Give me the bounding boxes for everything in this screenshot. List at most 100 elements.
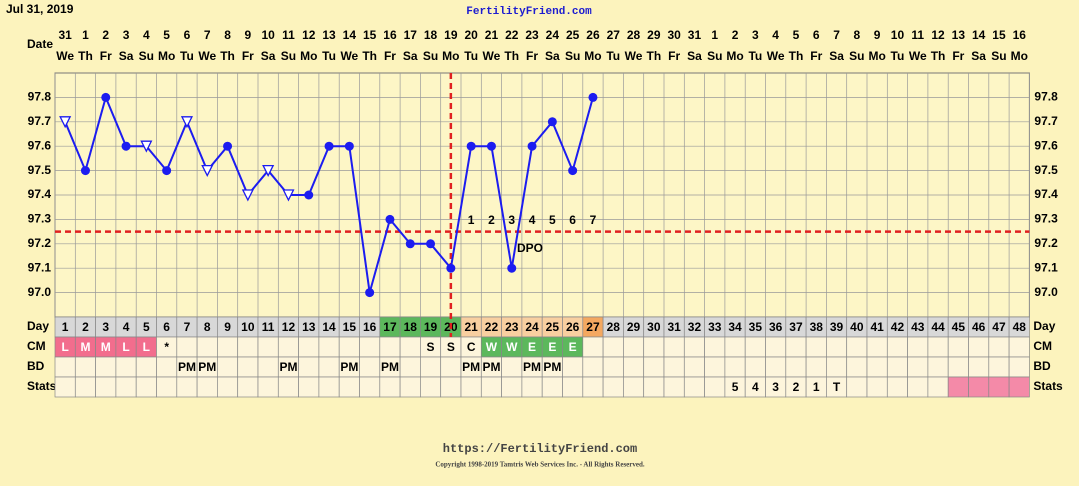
cell bbox=[277, 336, 299, 358]
cell-text: 27 bbox=[586, 320, 600, 334]
cell-text: 1 bbox=[813, 380, 820, 394]
weekday-label: Th bbox=[220, 49, 235, 63]
weekday-label: Su bbox=[281, 49, 296, 63]
date-label: 12 bbox=[931, 28, 945, 42]
cell bbox=[338, 376, 360, 398]
weekday-label: Tu bbox=[464, 49, 478, 63]
cell bbox=[217, 336, 239, 358]
cell-text: M bbox=[80, 340, 90, 354]
cell-text: 5 bbox=[143, 320, 150, 334]
dpo-number: 7 bbox=[590, 213, 597, 227]
cell-text: 45 bbox=[952, 320, 966, 334]
cell bbox=[785, 356, 807, 378]
cell bbox=[399, 336, 421, 358]
cell-text: 2 bbox=[82, 320, 89, 334]
cell-text: * bbox=[164, 340, 169, 354]
cell-text: 37 bbox=[789, 320, 803, 334]
cell bbox=[318, 336, 340, 358]
cell bbox=[724, 356, 746, 378]
cell-text: S bbox=[427, 340, 435, 354]
cell-text: 4 bbox=[752, 380, 759, 394]
cell bbox=[196, 376, 218, 398]
cell bbox=[846, 336, 868, 358]
cell bbox=[846, 376, 868, 398]
point bbox=[405, 239, 415, 249]
date-label: 1 bbox=[711, 28, 718, 42]
weekday-label: Mo bbox=[300, 49, 317, 63]
cell bbox=[927, 356, 949, 378]
weekday-label: Mo bbox=[1011, 49, 1028, 63]
date-label: 15 bbox=[992, 28, 1006, 42]
cell bbox=[156, 376, 178, 398]
weekday-label: Tu bbox=[748, 49, 762, 63]
cell bbox=[947, 376, 969, 398]
weekday-label: Sa bbox=[403, 49, 418, 63]
cell-text: T bbox=[833, 380, 841, 394]
cell-text: E bbox=[548, 340, 556, 354]
cell bbox=[541, 376, 563, 398]
cell-text: 26 bbox=[566, 320, 580, 334]
cell-text: 15 bbox=[343, 320, 357, 334]
cell-text: PM bbox=[523, 360, 541, 374]
weekday-label: Sa bbox=[687, 49, 702, 63]
cell-text: PM bbox=[279, 360, 297, 374]
cell bbox=[257, 376, 279, 398]
cell bbox=[643, 336, 665, 358]
y-tick-label-right: 97.3 bbox=[1034, 212, 1058, 226]
cell bbox=[135, 376, 157, 398]
y-tick-label-right: 97.4 bbox=[1034, 187, 1058, 201]
weekday-label: Fr bbox=[952, 49, 964, 63]
point bbox=[568, 166, 578, 176]
cell bbox=[562, 356, 584, 378]
y-tick-label: 97.5 bbox=[28, 163, 52, 177]
y-tick-label: 97.0 bbox=[28, 285, 52, 299]
row-label: BD bbox=[27, 359, 45, 373]
cell-text: E bbox=[528, 340, 536, 354]
cell bbox=[866, 376, 888, 398]
cell bbox=[501, 356, 523, 378]
cell bbox=[663, 356, 685, 378]
date-label: 5 bbox=[163, 28, 170, 42]
weekday-label: Mo bbox=[584, 49, 601, 63]
cell-text: 30 bbox=[647, 320, 661, 334]
y-tick-label-right: 97.7 bbox=[1034, 114, 1058, 128]
cell bbox=[927, 376, 949, 398]
point bbox=[588, 92, 598, 102]
cell-text: 4 bbox=[123, 320, 130, 334]
dpo-number: 1 bbox=[468, 213, 475, 227]
cell bbox=[683, 336, 705, 358]
weekday-label: Th bbox=[647, 49, 662, 63]
cell bbox=[582, 356, 604, 378]
row-label-right: Stats bbox=[1033, 379, 1063, 393]
weekday-label: Th bbox=[931, 49, 946, 63]
date-label: 2 bbox=[732, 28, 739, 42]
cell bbox=[359, 336, 381, 358]
cell bbox=[298, 376, 320, 398]
date-label: 14 bbox=[343, 28, 357, 42]
point-open bbox=[241, 189, 254, 202]
weekday-label: Fr bbox=[526, 49, 538, 63]
weekday-label: Mo bbox=[726, 49, 743, 63]
cell bbox=[683, 356, 705, 378]
date-label: 15 bbox=[363, 28, 377, 42]
date-label: 7 bbox=[204, 28, 211, 42]
weekday-label: Fr bbox=[668, 49, 680, 63]
cell bbox=[602, 336, 624, 358]
date-label: 27 bbox=[607, 28, 621, 42]
cell bbox=[156, 356, 178, 378]
cell bbox=[298, 336, 320, 358]
point bbox=[446, 263, 456, 273]
cell-text: 34 bbox=[728, 320, 742, 334]
cell-text: 40 bbox=[850, 320, 864, 334]
cell-text: 3 bbox=[102, 320, 109, 334]
point-open bbox=[201, 164, 214, 178]
date-label: 28 bbox=[627, 28, 641, 42]
weekday-label: Su bbox=[565, 49, 580, 63]
date-label: 26 bbox=[586, 28, 600, 42]
cell bbox=[480, 376, 502, 398]
cell-text: 23 bbox=[505, 320, 519, 334]
cell-text: S bbox=[447, 340, 455, 354]
date-label: 8 bbox=[854, 28, 861, 42]
weekday-label: Mo bbox=[442, 49, 459, 63]
cell bbox=[257, 356, 279, 378]
